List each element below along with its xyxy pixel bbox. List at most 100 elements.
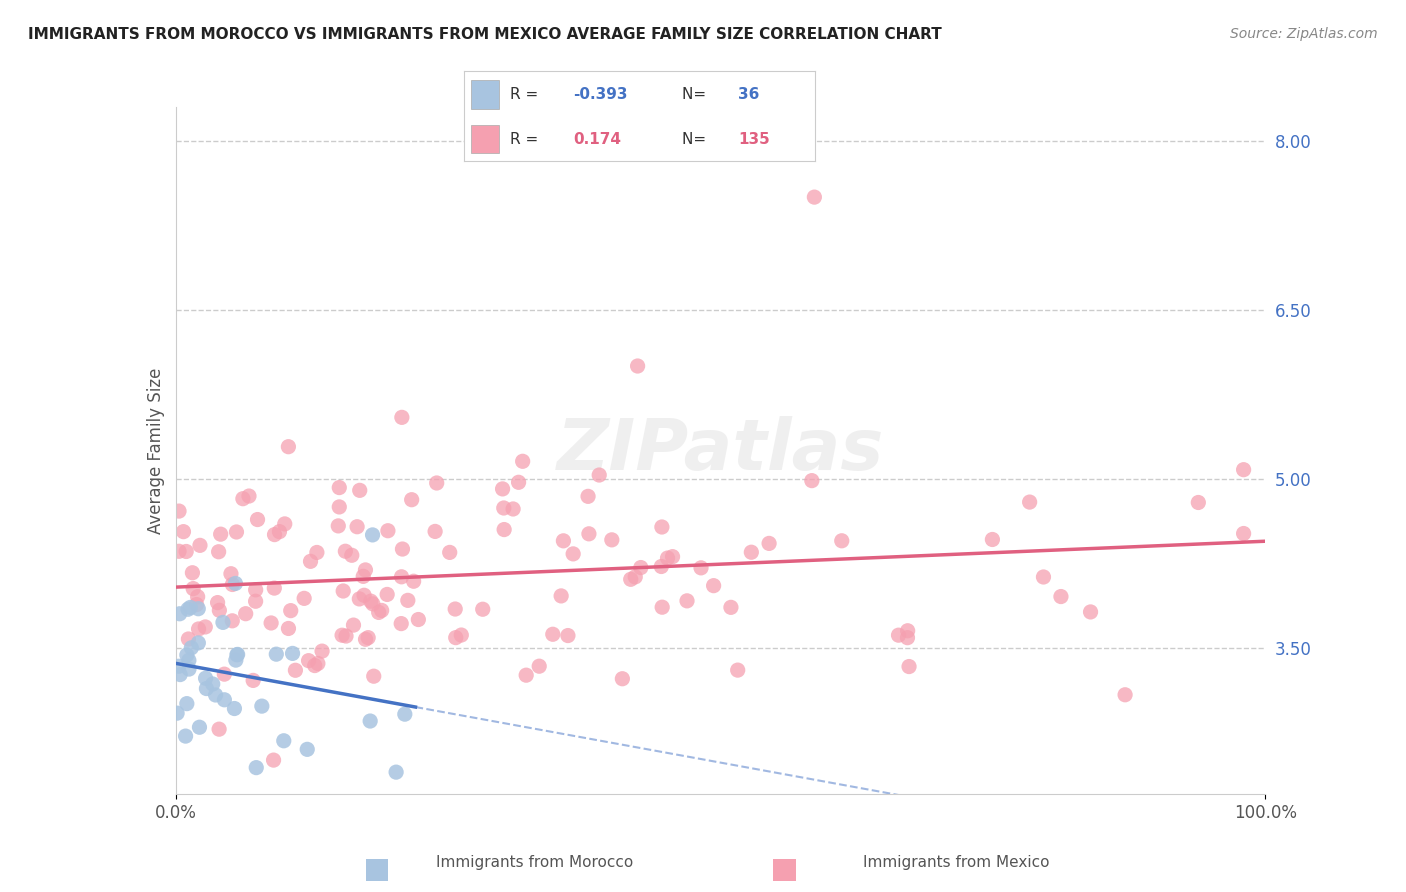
Point xyxy=(367,606,389,620)
Point xyxy=(342,618,364,632)
Point xyxy=(187,601,209,615)
Point xyxy=(280,604,302,618)
Point xyxy=(246,512,269,526)
Point xyxy=(1114,688,1136,702)
Point xyxy=(359,714,381,728)
Point xyxy=(292,591,315,606)
Point xyxy=(263,753,285,767)
Point xyxy=(305,545,328,559)
Point xyxy=(274,516,297,531)
Point xyxy=(225,648,247,662)
Point xyxy=(263,527,285,541)
Point xyxy=(1032,570,1054,584)
Point xyxy=(201,677,224,691)
Point xyxy=(896,631,918,645)
Point xyxy=(188,720,211,734)
Point xyxy=(207,596,229,610)
Point xyxy=(284,663,307,677)
Point xyxy=(661,549,683,564)
Point xyxy=(1050,590,1073,604)
Point xyxy=(803,190,825,204)
Point xyxy=(370,603,392,617)
Point xyxy=(444,602,467,616)
Point xyxy=(219,566,242,581)
Point xyxy=(492,501,515,516)
Point xyxy=(727,663,749,677)
Point xyxy=(194,620,217,634)
Point xyxy=(650,559,672,574)
Point xyxy=(600,533,623,547)
Point xyxy=(335,629,357,643)
Point xyxy=(349,591,371,606)
Point xyxy=(651,520,673,534)
Point xyxy=(396,593,419,607)
Point xyxy=(273,733,295,747)
Point xyxy=(491,482,513,496)
Point xyxy=(758,536,780,550)
Text: Source: ZipAtlas.com: Source: ZipAtlas.com xyxy=(1230,27,1378,41)
Text: R =: R = xyxy=(510,87,543,102)
Point xyxy=(177,632,200,646)
Point xyxy=(172,524,194,539)
Point xyxy=(297,742,319,756)
Point xyxy=(620,572,643,586)
Point xyxy=(508,475,530,490)
Point xyxy=(235,607,257,621)
Point xyxy=(263,581,285,595)
Point xyxy=(232,491,254,506)
Point xyxy=(385,765,408,780)
Point xyxy=(207,545,229,559)
Point xyxy=(512,454,534,468)
Point xyxy=(389,616,412,631)
Point xyxy=(209,527,232,541)
Point xyxy=(186,598,208,612)
Point xyxy=(166,706,188,721)
Point xyxy=(266,647,288,661)
Point xyxy=(167,544,190,558)
Point xyxy=(352,569,374,583)
Point xyxy=(361,528,384,542)
Point xyxy=(335,544,357,558)
Point xyxy=(401,492,423,507)
Point xyxy=(208,603,231,617)
Point xyxy=(898,659,921,673)
Point xyxy=(1018,495,1040,509)
Point xyxy=(502,502,524,516)
Point xyxy=(214,667,236,681)
Point xyxy=(353,588,375,602)
Point xyxy=(1187,495,1209,509)
Point xyxy=(307,657,329,671)
Point xyxy=(541,627,564,641)
Point xyxy=(174,544,197,558)
Point xyxy=(550,589,572,603)
Point xyxy=(981,533,1004,547)
Point xyxy=(349,483,371,498)
Point xyxy=(426,475,449,490)
Point xyxy=(224,701,246,715)
Point xyxy=(238,489,260,503)
Point xyxy=(363,669,385,683)
Point xyxy=(299,554,322,568)
Text: Immigrants from Morocco: Immigrants from Morocco xyxy=(436,855,633,870)
Point xyxy=(181,566,204,580)
Point xyxy=(221,614,243,628)
Text: IMMIGRANTS FROM MOROCCO VS IMMIGRANTS FROM MEXICO AVERAGE FAMILY SIZE CORRELATIO: IMMIGRANTS FROM MOROCCO VS IMMIGRANTS FR… xyxy=(28,27,942,42)
Point xyxy=(690,561,713,575)
Text: N=: N= xyxy=(682,132,711,146)
Point xyxy=(576,489,599,503)
Point xyxy=(651,600,673,615)
Text: -0.393: -0.393 xyxy=(574,87,627,102)
Point xyxy=(204,688,226,702)
Point xyxy=(354,563,377,577)
Point xyxy=(626,359,648,373)
Point xyxy=(1080,605,1102,619)
Point xyxy=(269,524,291,539)
Point xyxy=(703,579,725,593)
Point xyxy=(180,640,202,655)
Point xyxy=(311,644,333,658)
Point xyxy=(557,629,579,643)
Point xyxy=(408,613,430,627)
Point xyxy=(208,722,231,736)
Point xyxy=(444,631,467,645)
Point xyxy=(529,659,551,673)
